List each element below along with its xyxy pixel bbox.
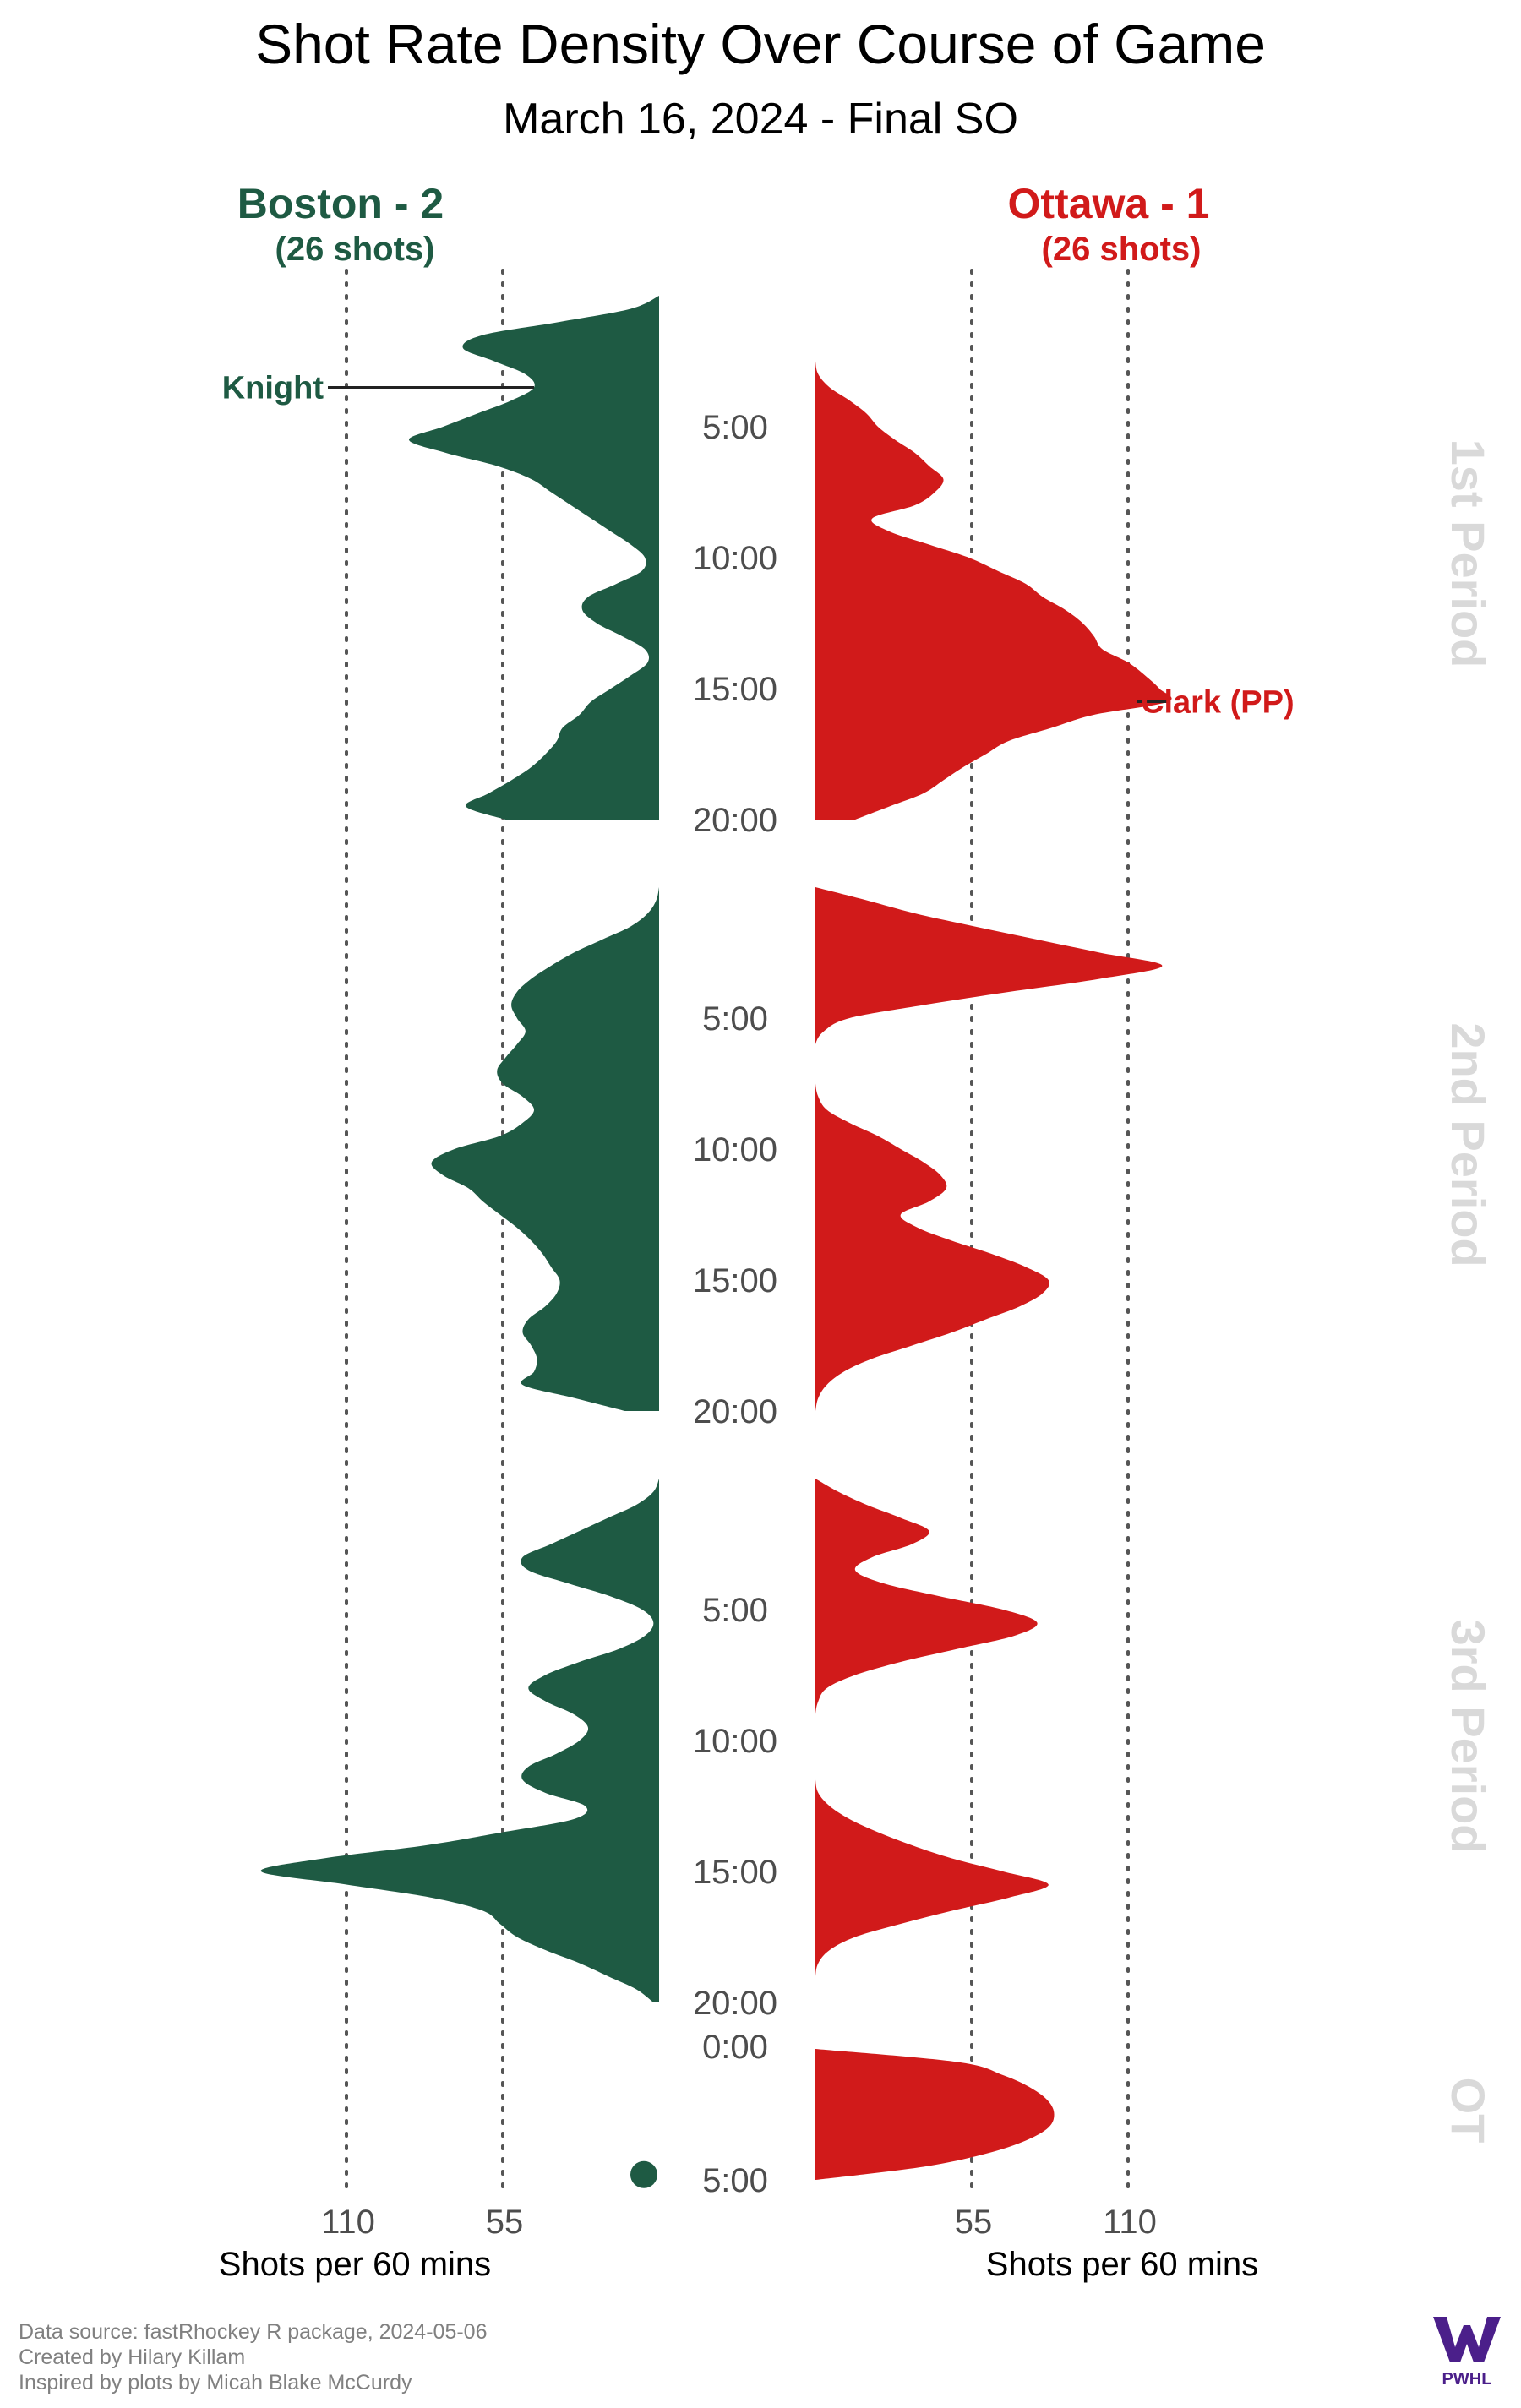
annotations: Knight Clark (PP) <box>222 371 1295 721</box>
time-tick-p1-2: 10:00 <box>693 540 777 577</box>
ottawa-shots-label: (26 shots) <box>1042 231 1202 268</box>
time-tick-p2-3: 15:00 <box>693 1262 777 1299</box>
x-tick-right-110: 110 <box>1103 2204 1157 2241</box>
period-label-4: OT <box>1442 2078 1495 2144</box>
period-label-1: 1st Period <box>1442 439 1495 668</box>
time-tick-p4-1: 0:00 <box>702 2029 768 2066</box>
footer-created-by: Created by Hilary Killam <box>19 2345 245 2369</box>
boston-density-period-2 <box>431 887 659 1411</box>
time-tick-p3-4: 20:00 <box>693 1985 777 2022</box>
x-tick-right-55: 55 <box>955 2204 993 2241</box>
ottawa-density-period-1 <box>815 296 1172 820</box>
x-axis-label-right: Shots per 60 mins <box>986 2246 1258 2283</box>
annotation-label-2: Clark (PP) <box>1141 685 1295 721</box>
time-tick-p2-4: 20:00 <box>693 1393 777 1430</box>
ottawa-density-period-4 <box>815 2049 1055 2180</box>
x-tick-left-55: 55 <box>486 2204 524 2241</box>
annotation-label-1: Knight <box>222 371 324 406</box>
x-tick-left-110: 110 <box>321 2204 375 2241</box>
chart-subtitle: March 16, 2024 - Final SO <box>503 95 1018 144</box>
pwhl-logo-mark <box>1433 2317 1501 2362</box>
time-tick-p2-2: 10:00 <box>693 1131 777 1169</box>
time-tick-p1-1: 5:00 <box>702 409 768 446</box>
boston-team-label: Boston - 2 <box>237 180 444 227</box>
boston-density-period-3 <box>260 1479 659 2002</box>
time-tick-p1-3: 15:00 <box>693 671 777 708</box>
time-tick-p2-1: 5:00 <box>702 1000 768 1038</box>
ottawa-density-period-3 <box>815 1479 1049 2002</box>
period-label-2: 2nd Period <box>1442 1022 1495 1267</box>
ottawa-density-period-2 <box>815 887 1163 1411</box>
chart-title: Shot Rate Density Over Course of Game <box>255 13 1266 75</box>
time-tick-p1-4: 20:00 <box>693 802 777 839</box>
ottawa-team-label: Ottawa - 1 <box>1008 180 1210 227</box>
time-tick-p3-1: 5:00 <box>702 1592 768 1629</box>
period-labels: 1st Period 2nd Period 3rd Period OT <box>1442 439 1495 2144</box>
footer-inspired-by: Inspired by plots by Micah Blake McCurdy <box>19 2371 412 2394</box>
boston-density-period-4-dot <box>630 2160 657 2188</box>
pwhl-logo: PWHL <box>1433 2317 1501 2389</box>
pwhl-logo-text: PWHL <box>1442 2370 1492 2389</box>
density-areas <box>260 296 1172 2188</box>
footer-data-source: Data source: fastRhockey R package, 2024… <box>19 2320 487 2344</box>
time-tick-p3-2: 10:00 <box>693 1723 777 1760</box>
time-tick-labels: 5:00 10:00 15:00 20:00 5:00 10:00 15:00 20:00 5:… <box>693 409 777 2199</box>
boston-density-period-1 <box>408 296 659 820</box>
x-axis-label-left: Shots per 60 mins <box>219 2246 491 2283</box>
boston-shots-label: (26 shots) <box>275 231 435 268</box>
time-tick-p3-3: 15:00 <box>693 1854 777 1891</box>
period-label-3: 3rd Period <box>1442 1620 1495 1854</box>
time-tick-p4-2: 5:00 <box>702 2162 768 2199</box>
